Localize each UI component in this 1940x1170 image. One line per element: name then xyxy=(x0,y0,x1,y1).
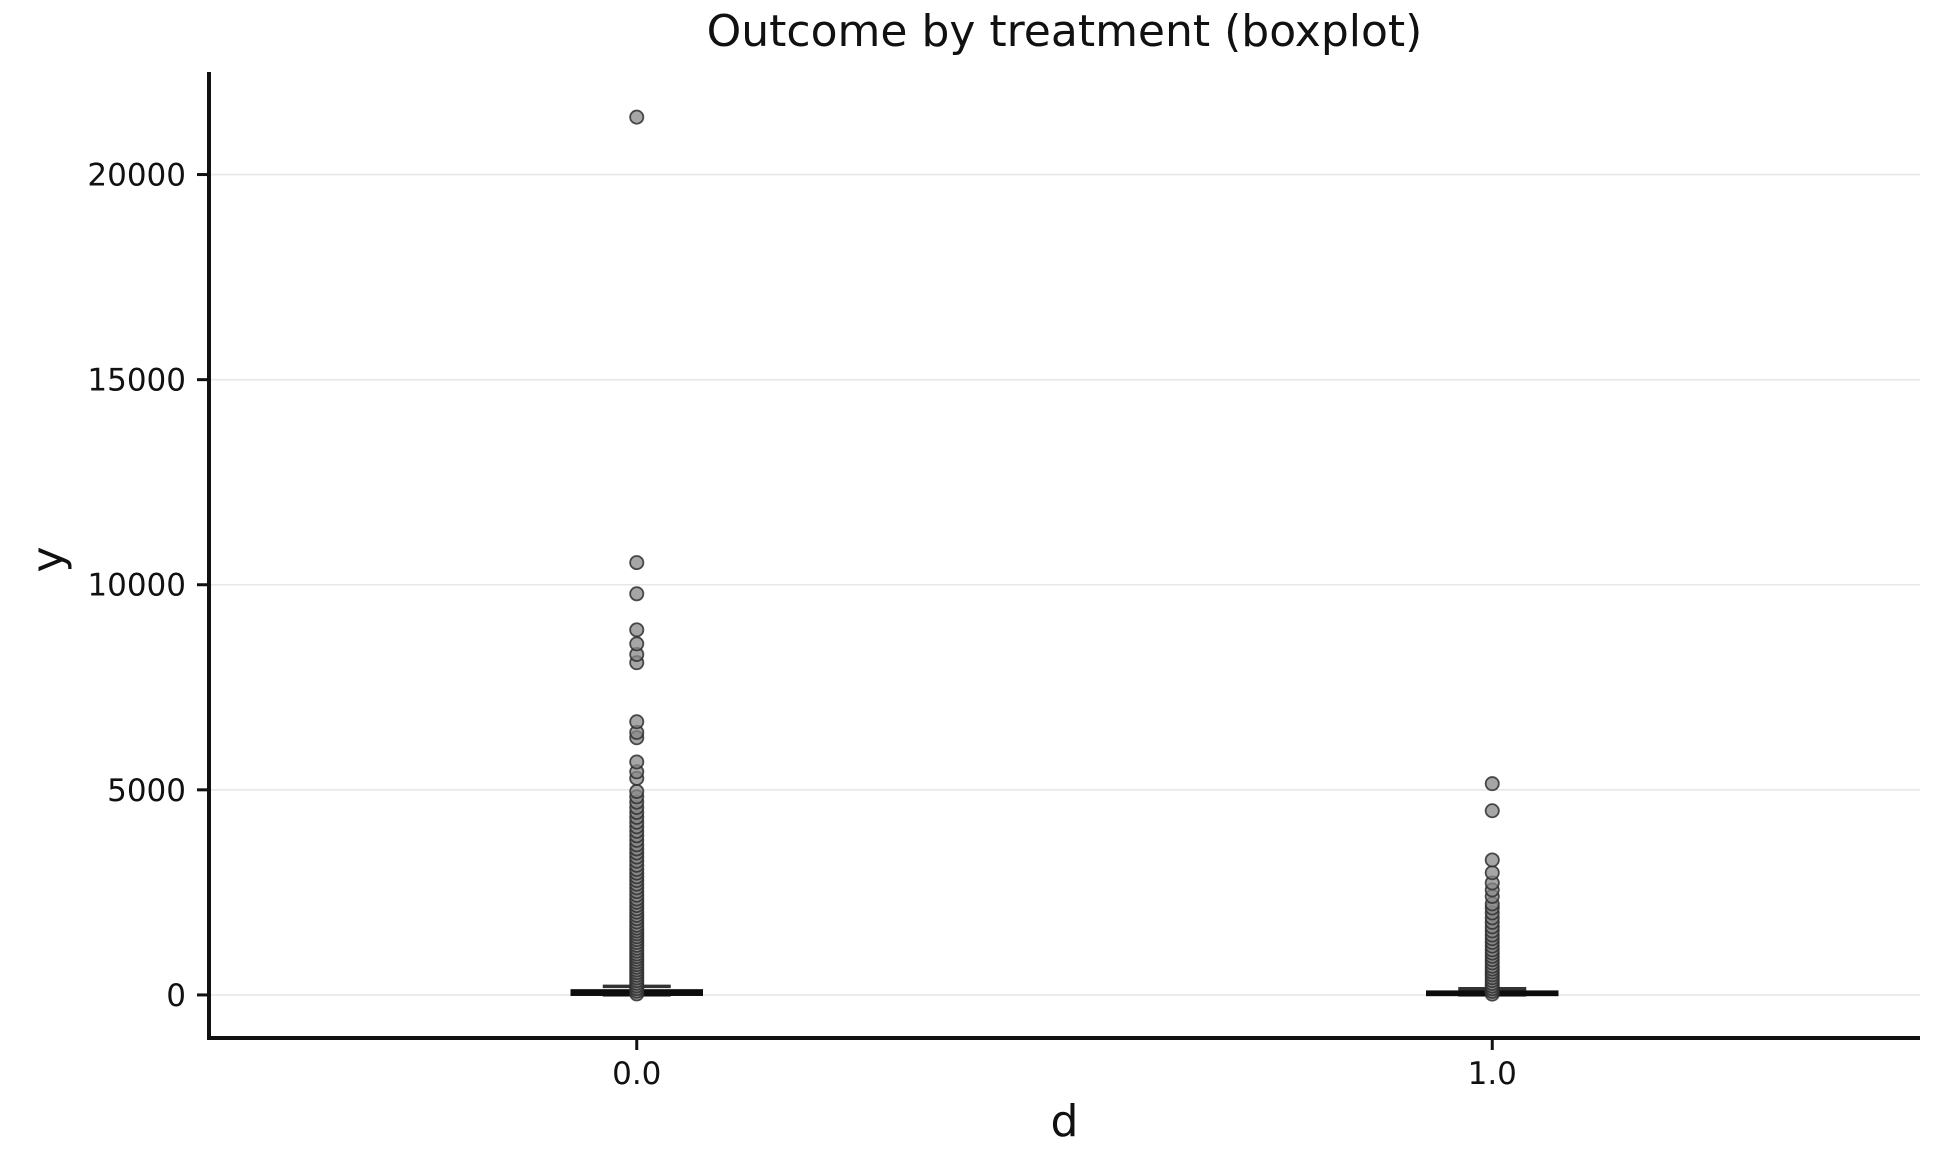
y-tick-label: 0 xyxy=(166,978,186,1014)
chart-title: Outcome by treatment (boxplot) xyxy=(706,6,1423,57)
y-tick-label: 5000 xyxy=(107,773,186,809)
outlier-point xyxy=(1484,776,1500,792)
x-axis-label: d xyxy=(1050,1096,1079,1147)
y-tick-label: 20000 xyxy=(87,158,186,194)
x-tick-label: 1.0 xyxy=(1468,1056,1517,1092)
outlier-point xyxy=(1484,852,1500,868)
outlier-point xyxy=(629,586,645,602)
outlier-point xyxy=(1484,865,1500,881)
outlier-point xyxy=(629,636,645,652)
y-tick-label: 15000 xyxy=(87,363,186,399)
outlier-point xyxy=(629,109,645,125)
y-tick-label: 10000 xyxy=(87,568,186,604)
outlier-point xyxy=(629,622,645,638)
outlier-point xyxy=(629,783,645,799)
outlier-point xyxy=(629,714,645,730)
outlier-point xyxy=(629,754,645,770)
outlier-point xyxy=(629,555,645,571)
y-axis-label: y xyxy=(22,546,74,573)
outlier-point xyxy=(1484,803,1500,819)
x-tick-label: 0.0 xyxy=(612,1056,661,1092)
